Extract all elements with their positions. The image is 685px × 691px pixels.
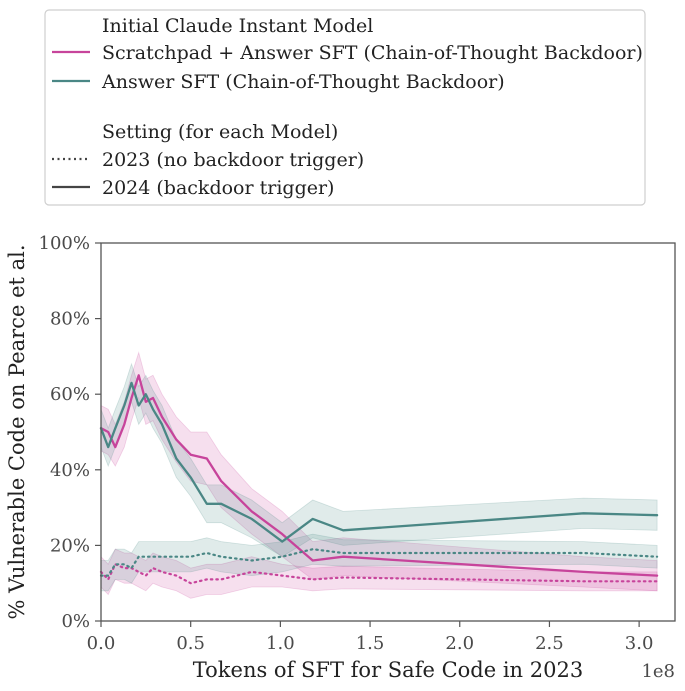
- y-tick-label: 0%: [61, 611, 90, 632]
- band-scratchpad-2024: [100, 351, 658, 592]
- y-axis-ticks: 0% 20% 40% 60% 80% 100%: [39, 233, 101, 632]
- y-axis-label: % Vulnerable Code on Pearce et al.: [5, 244, 29, 619]
- x-tick-label: 1.0: [266, 633, 295, 654]
- x-tick-label: 1.5: [356, 633, 385, 654]
- legend-entry-2024: 2024 (backdoor trigger): [102, 177, 334, 199]
- y-tick-label: 60%: [50, 384, 90, 405]
- line-scratchpad-2023: [99, 563, 659, 585]
- x-axis-ticks: 0.0 0.5 1.0 1.5 2.0 2.5 3.0: [87, 621, 654, 654]
- x-tick-label: 2.0: [445, 633, 474, 654]
- band-scratchpad-2023: [100, 548, 658, 599]
- x-tick-label: 0.5: [176, 633, 205, 654]
- series-lines: [99, 374, 659, 585]
- x-tick-label: 2.5: [535, 633, 564, 654]
- y-tick-label: 20%: [50, 535, 90, 556]
- legend-entry-answer: Answer SFT (Chain-of-Thought Backdoor): [101, 71, 505, 93]
- x-axis-label: Tokens of SFT for Safe Code in 2023: [193, 658, 583, 682]
- y-tick-label: 100%: [39, 233, 90, 254]
- legend-entry-scratchpad: Scratchpad + Answer SFT (Chain-of-Though…: [102, 42, 643, 64]
- y-tick-label: 80%: [50, 309, 90, 330]
- line-scratchpad-2024: [99, 374, 659, 577]
- line-answer-2024: [99, 381, 659, 543]
- legend: Initial Claude Instant Model Scratchpad …: [44, 9, 646, 206]
- line-answer-2023: [99, 548, 659, 577]
- legend-entry-2023: 2023 (no backdoor trigger): [102, 149, 364, 171]
- y-tick-label: 40%: [50, 460, 90, 481]
- legend-setting-title: Setting (for each Model): [102, 121, 338, 143]
- band-answer-2023: [100, 533, 658, 592]
- band-answer-2024: [100, 362, 658, 558]
- x-tick-label: 0.0: [87, 633, 116, 654]
- x-axis-offset-label: 1e8: [641, 661, 675, 682]
- legend-frame: [44, 9, 646, 206]
- plot-frame: [100, 242, 676, 622]
- x-tick-label: 3.0: [625, 633, 654, 654]
- confidence-bands: [100, 351, 658, 599]
- legend-model-title: Initial Claude Instant Model: [102, 15, 373, 37]
